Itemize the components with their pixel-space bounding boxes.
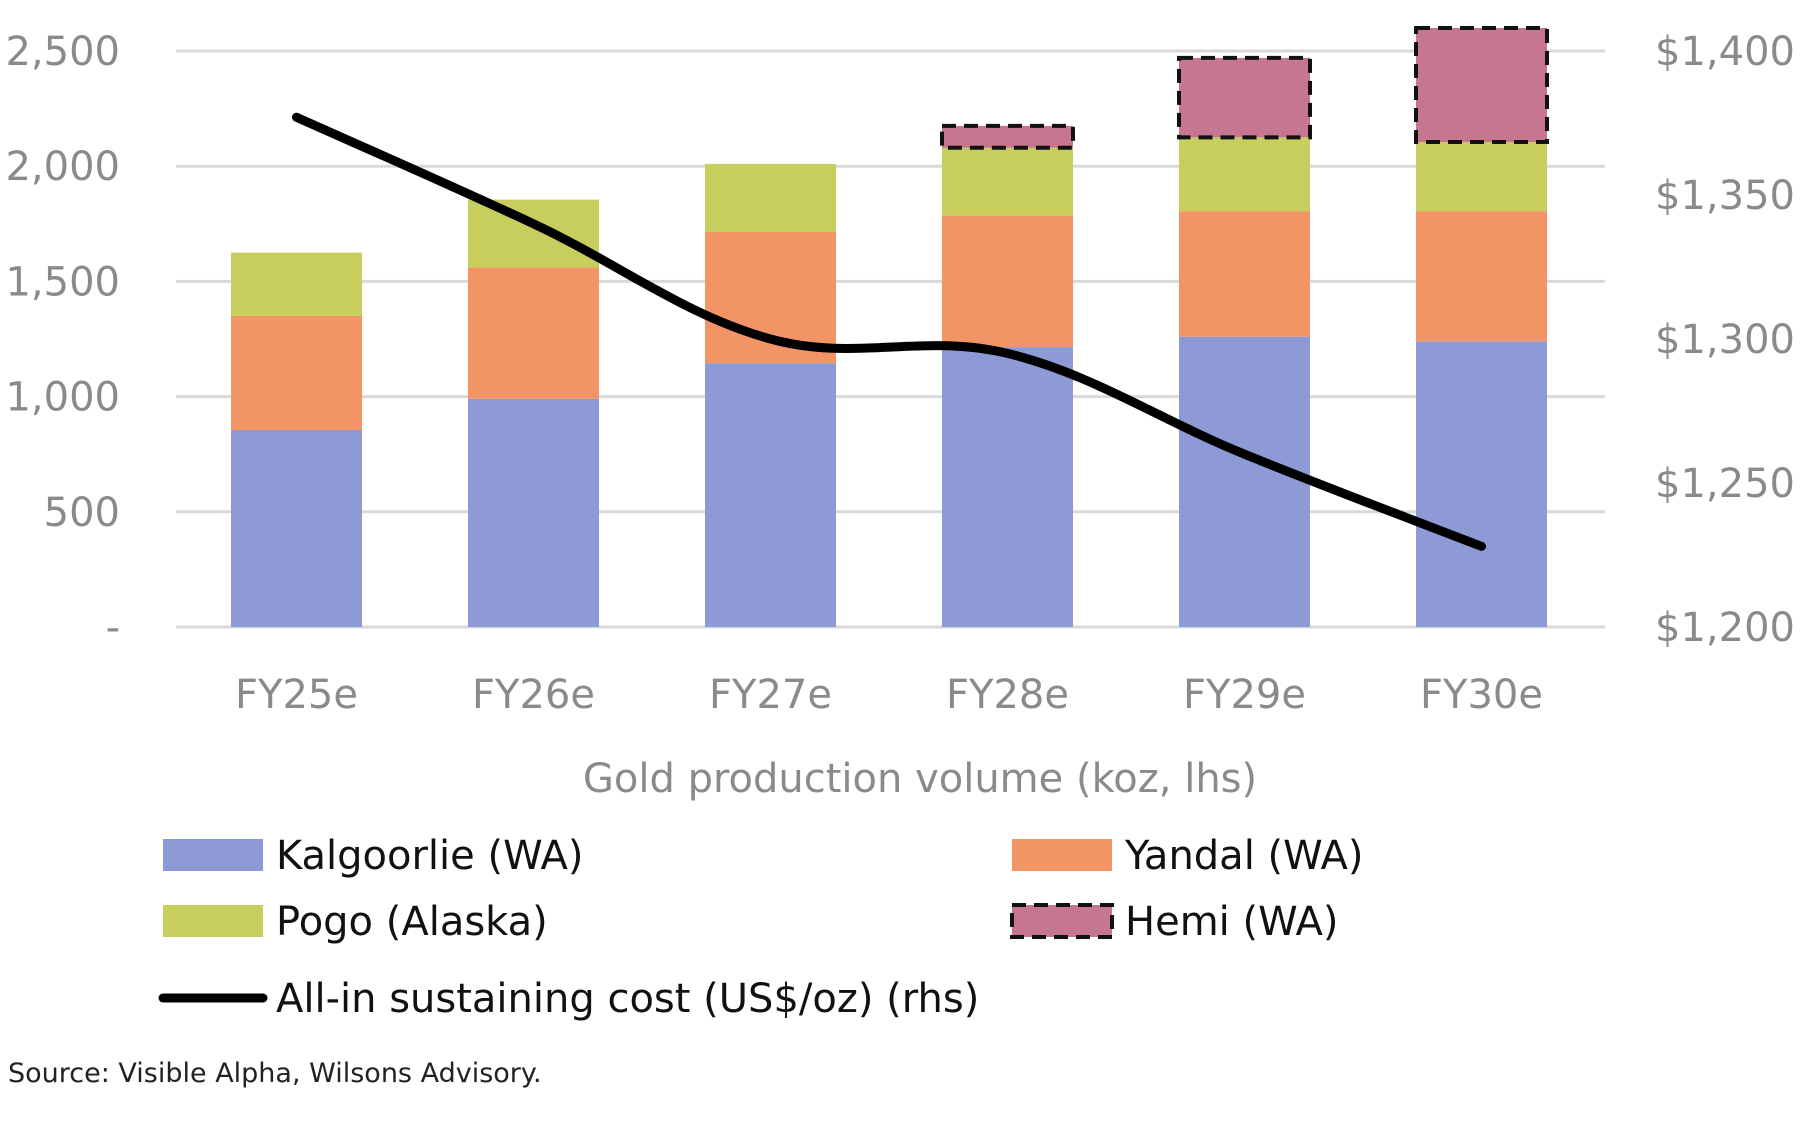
source-note: Source: Visible Alpha, Wilsons Advisory. — [8, 1058, 542, 1089]
legend-swatch — [1012, 839, 1112, 871]
bar-segment — [1416, 341, 1547, 627]
bar-segment — [1416, 142, 1547, 212]
left-tick-label: 1,500 — [5, 259, 120, 305]
bar-segment — [1416, 211, 1547, 342]
bar-segment — [1177, 55, 1312, 140]
legend-label: Kalgoorlie (WA) — [276, 833, 583, 879]
legend-label: Yandal (WA) — [1124, 833, 1363, 879]
bar-segment — [231, 315, 362, 431]
left-tick-label: 1,000 — [5, 375, 120, 421]
bar-segment — [468, 398, 599, 627]
left-tick-label: - — [106, 605, 120, 651]
x-tick-label: FY26e — [472, 672, 595, 718]
legend-label: Hemi (WA) — [1125, 899, 1338, 945]
legend-label: All-in sustaining cost (US$/oz) (rhs) — [276, 976, 979, 1022]
bar-segment — [1179, 137, 1310, 212]
bar-segment — [231, 252, 362, 316]
right-tick-label: $1,250 — [1655, 461, 1795, 507]
x-axis-title: Gold production volume (koz, lhs) — [583, 756, 1257, 802]
bar-segment — [231, 430, 362, 627]
bar-segment — [468, 267, 599, 399]
x-tick-label: FY25e — [235, 672, 358, 718]
legend: Kalgoorlie (WA) Yandal (WA) Pogo (Alaska) H… — [158, 833, 1363, 1022]
bar-segment — [705, 363, 836, 627]
legend-swatch — [163, 905, 263, 937]
gridlines — [176, 49, 1605, 629]
bar-segment — [1414, 25, 1549, 145]
x-axis-ticks: FY25e FY26e FY27e FY28e FY29e FY30e — [235, 672, 1543, 718]
bar-segment — [940, 123, 1075, 150]
x-tick-label: FY29e — [1183, 672, 1306, 718]
right-tick-label: $1,200 — [1655, 605, 1795, 651]
right-tick-label: $1,300 — [1655, 317, 1795, 363]
left-tick-label: 500 — [44, 490, 120, 536]
bar-segment — [942, 147, 1073, 216]
bar-segment — [1179, 336, 1310, 627]
bar-segment — [942, 347, 1073, 627]
left-axis-ticks: - 500 1,000 1,500 2,000 2,500 — [5, 29, 120, 651]
bar-segment — [942, 215, 1073, 348]
right-tick-label: $1,400 — [1655, 29, 1795, 75]
right-tick-label: $1,350 — [1655, 173, 1795, 219]
bar-stacks — [231, 25, 1549, 627]
bar-segment — [468, 199, 599, 268]
aisc-line — [292, 112, 1486, 551]
legend-swatch — [163, 839, 263, 871]
x-tick-label: FY27e — [709, 672, 832, 718]
bar-segment — [1179, 211, 1310, 337]
left-tick-label: 2,500 — [5, 29, 120, 75]
legend-label: Pogo (Alaska) — [276, 899, 548, 945]
right-axis-ticks: $1,200 $1,250 $1,300 $1,350 $1,400 — [1655, 29, 1795, 651]
x-tick-label: FY28e — [946, 672, 1069, 718]
legend-swatch — [1010, 903, 1114, 939]
x-tick-label: FY30e — [1420, 672, 1543, 718]
bar-segment — [705, 163, 836, 232]
aisc-line-path — [292, 112, 1486, 551]
left-tick-label: 2,000 — [5, 144, 120, 190]
